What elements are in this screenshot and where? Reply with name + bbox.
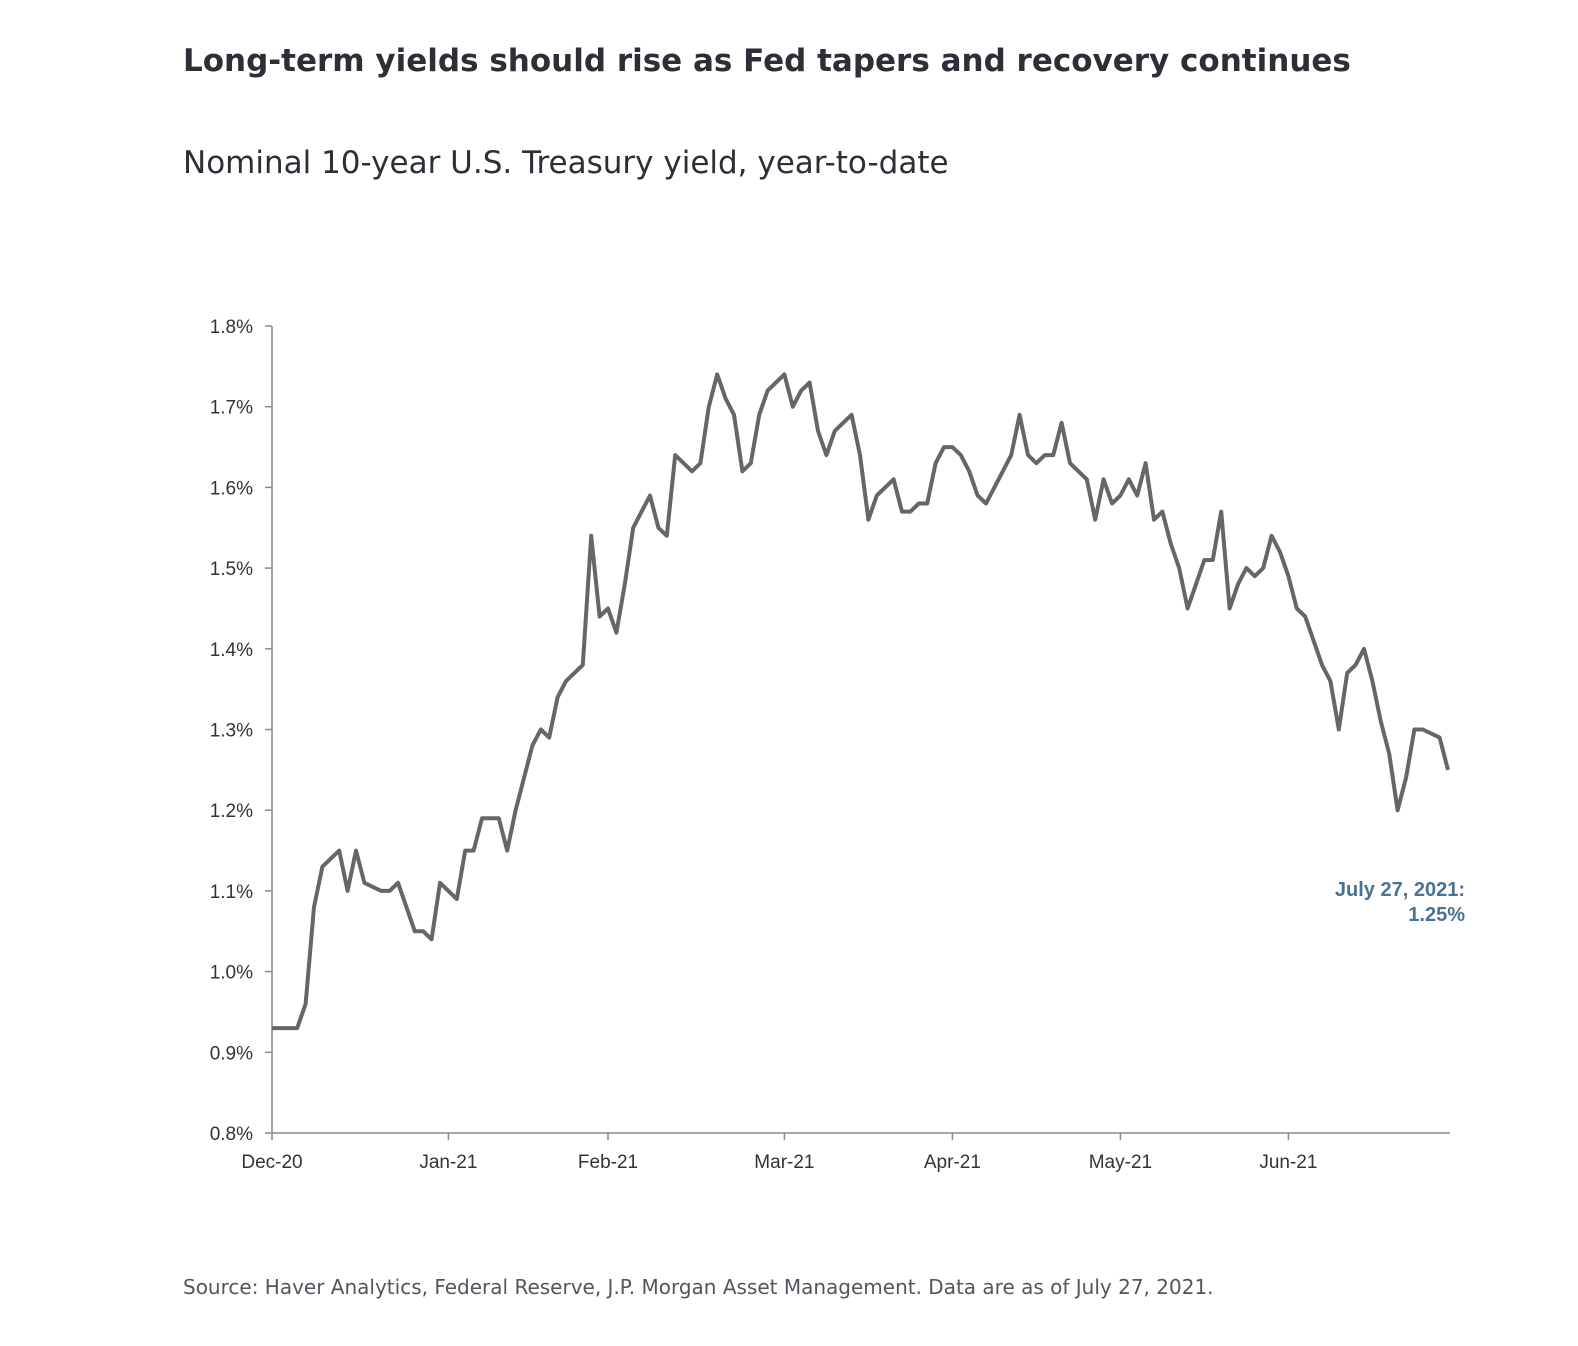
y-tick-label: 1.1% xyxy=(210,882,253,903)
source-note: Source: Haver Analytics, Federal Reserve… xyxy=(183,1275,1214,1299)
y-tick-label: 1.8% xyxy=(210,317,253,338)
x-tick-label: Apr-21 xyxy=(924,1152,981,1173)
y-tick-label: 1.0% xyxy=(210,963,253,984)
x-tick-label: Jun-21 xyxy=(1259,1152,1317,1173)
y-tick-label: 1.7% xyxy=(210,398,253,419)
x-tick-label: Mar-21 xyxy=(754,1152,814,1173)
y-tick-label: 1.2% xyxy=(210,801,253,822)
y-tick-label: 1.3% xyxy=(210,721,253,742)
y-tick-label: 0.9% xyxy=(210,1043,253,1064)
x-tick-label: Jan-21 xyxy=(419,1152,477,1173)
y-tick-label: 0.8% xyxy=(210,1124,253,1145)
y-tick-label: 1.4% xyxy=(210,640,253,661)
chart-title: Long-term yields should rise as Fed tape… xyxy=(183,43,1351,79)
data-line xyxy=(272,372,1450,1031)
x-tick-label: Feb-21 xyxy=(578,1152,638,1173)
annotation: 1.25% xyxy=(1408,904,1465,926)
x-tick-label: Dec-20 xyxy=(241,1152,302,1173)
y-tick-label: 1.5% xyxy=(210,559,253,580)
chart-subtitle: Nominal 10-year U.S. Treasury yield, yea… xyxy=(183,145,949,181)
x-tick-label: May-21 xyxy=(1089,1152,1152,1173)
y-tick-label: 1.6% xyxy=(210,478,253,499)
annotation: July 27, 2021: xyxy=(1335,879,1465,901)
